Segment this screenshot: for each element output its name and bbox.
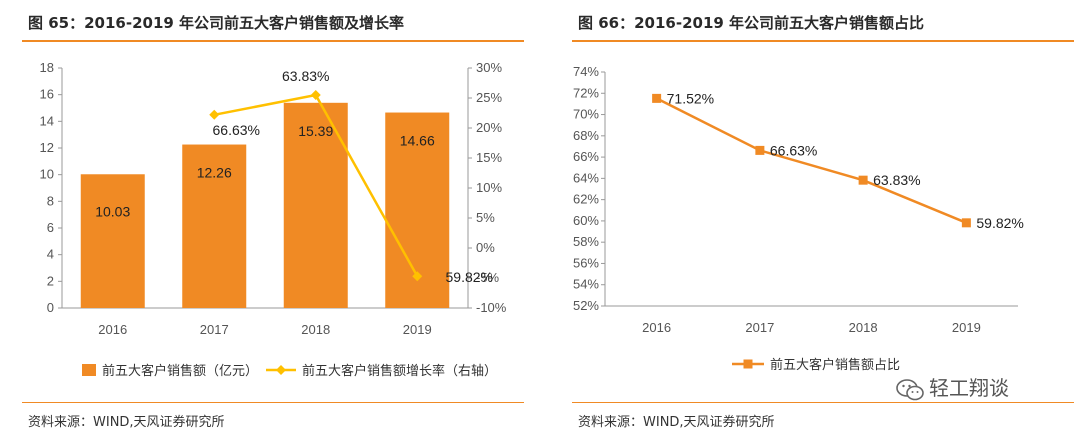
source-divider [572, 402, 1074, 403]
y2-tick-label: 20% [476, 120, 502, 135]
y2-tick-label: -5% [476, 270, 500, 285]
legend-label: 前五大客户销售额（亿元） [102, 363, 258, 379]
figure-title: 图 66：2016-2019 年公司前五大客户销售额占比 [578, 14, 925, 32]
y-tick-label: 66% [573, 149, 599, 164]
legend-label: 前五大客户销售额占比 [770, 357, 900, 373]
x-tick-label: 2017 [745, 320, 774, 335]
share-value-label: 66.63% [770, 142, 817, 158]
legend-label: 前五大客户销售额增长率（右轴） [302, 363, 497, 379]
x-tick-label: 2018 [301, 322, 330, 337]
growth-value-label: 59.82% [446, 269, 493, 285]
y-tick-label: 58% [573, 234, 599, 249]
y2-tick-label: 5% [476, 210, 495, 225]
x-tick-label: 2018 [849, 320, 878, 335]
bar [80, 174, 145, 308]
sales-share-chart: 52% 54% 56% 58% 60% 62% 64% 66% 68% 70% 72% 74% 2016… [573, 64, 1024, 373]
y-tick-label: 64% [573, 170, 599, 185]
legend-swatch-marker [743, 359, 753, 369]
y-tick-label: 60% [573, 213, 599, 228]
x-tick-label: 2019 [403, 322, 432, 337]
source-note: 资料来源：WIND,天风证券研究所 [578, 415, 775, 430]
source-note: 资料来源：WIND,天风证券研究所 [28, 415, 225, 430]
y-tick-label: 68% [573, 128, 599, 143]
bar-value-label: 14.66 [400, 133, 435, 149]
y-tick-label: 54% [573, 277, 599, 292]
left-figure: 图 65：2016-2019 年公司前五大客户销售额及增长率 0 2 4 6 8 10 12… [0, 0, 530, 438]
sales-growth-chart: 0 2 4 6 8 10 12 14 16 18 -10% -5% 0% 5% 10% 15% 20% 25% 30… [40, 60, 507, 379]
y2-tick-label: -10% [476, 300, 507, 315]
y-tick-label: 52% [573, 298, 599, 313]
y-tick-label: 14 [40, 113, 54, 128]
y-tick-label: 70% [573, 107, 599, 122]
legend-swatch-bar [82, 364, 96, 376]
wechat-icon [896, 378, 924, 400]
y-tick-label: 2 [47, 273, 54, 288]
share-value-label: 59.82% [976, 215, 1023, 231]
bar-value-label: 15.39 [298, 123, 333, 139]
y-tick-label: 16 [40, 87, 54, 102]
growth-value-label: 66.63% [213, 122, 260, 138]
bar-value-label: 10.03 [95, 203, 130, 219]
y2-tick-label: 10% [476, 180, 502, 195]
share-marker [652, 93, 662, 103]
figure-title: 图 65：2016-2019 年公司前五大客户销售额及增长率 [28, 14, 405, 32]
y-tick-label: 4 [47, 247, 54, 262]
y-tick-label: 12 [40, 140, 54, 155]
y-tick-label: 18 [40, 60, 54, 75]
x-tick-label: 2019 [952, 320, 981, 335]
title-divider [22, 40, 524, 42]
share-line [656, 97, 967, 224]
y-tick-label: 62% [573, 192, 599, 207]
y2-tick-label: 15% [476, 150, 502, 165]
growth-marker [412, 271, 423, 282]
y-tick-label: 74% [573, 64, 599, 79]
y-tick-label: 56% [573, 255, 599, 270]
y-tick-label: 6 [47, 220, 54, 235]
y-tick-label: 8 [47, 193, 54, 208]
right-figure: 图 66：2016-2019 年公司前五大客户销售额占比 52% 54% 56% 58… [550, 0, 1080, 438]
watermark: 轻工翔谈 [895, 372, 1009, 402]
x-tick-label: 2016 [98, 322, 127, 337]
share-marker [961, 218, 971, 228]
x-tick-label: 2016 [642, 320, 671, 335]
bar [182, 144, 247, 308]
bar-value-label: 12.26 [197, 165, 232, 181]
source-divider [22, 402, 524, 403]
share-marker [755, 145, 765, 155]
share-value-label: 71.52% [667, 90, 714, 106]
share-marker [858, 175, 868, 185]
x-tick-label: 2017 [200, 322, 229, 337]
watermark-text: 轻工翔谈 [929, 376, 1009, 400]
y2-tick-label: 30% [476, 60, 502, 75]
y-tick-label: 10 [40, 167, 54, 182]
growth-marker [209, 109, 220, 120]
legend-swatch-marker [276, 365, 286, 375]
title-divider [572, 40, 1074, 42]
share-value-label: 63.83% [873, 172, 920, 188]
bar [283, 102, 348, 308]
y-tick-label: 72% [573, 85, 599, 100]
growth-marker [310, 90, 321, 100]
y2-tick-label: 0% [476, 240, 495, 255]
y-tick-label: 0 [47, 300, 54, 315]
y2-tick-label: 25% [476, 90, 502, 105]
growth-value-label: 63.83% [282, 68, 329, 84]
